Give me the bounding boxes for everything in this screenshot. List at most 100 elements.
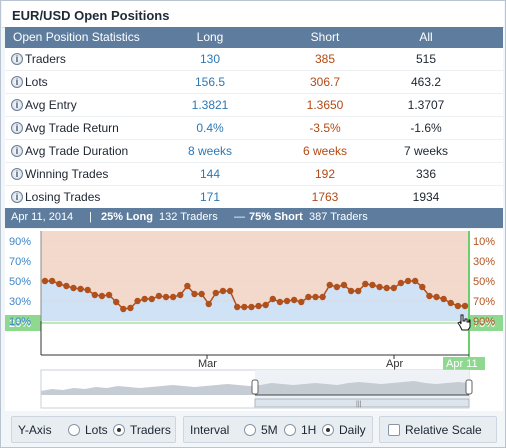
data-point[interactable] xyxy=(440,295,447,303)
data-point[interactable] xyxy=(191,290,198,298)
data-point[interactable] xyxy=(120,305,127,313)
data-point[interactable] xyxy=(248,303,255,311)
data-point[interactable] xyxy=(340,281,348,289)
navigator-left-handle[interactable] xyxy=(251,379,259,395)
left-axis-tick: 10% xyxy=(9,316,31,328)
data-point[interactable] xyxy=(326,281,333,289)
data-point[interactable] xyxy=(269,295,276,303)
cell-short: 1.3650 xyxy=(306,98,344,112)
data-point[interactable] xyxy=(234,303,241,311)
cell-short: 6 weeks xyxy=(302,144,348,158)
end-date-badge xyxy=(443,357,485,370)
data-point[interactable] xyxy=(419,283,426,291)
data-point[interactable] xyxy=(319,293,326,301)
data-point[interactable] xyxy=(127,304,134,312)
navigator-right-handle[interactable] xyxy=(465,379,473,395)
data-point[interactable] xyxy=(70,284,77,292)
data-point[interactable] xyxy=(262,301,269,309)
data-point[interactable] xyxy=(141,295,148,303)
data-point[interactable] xyxy=(105,291,113,299)
cell-all: -1.6% xyxy=(410,121,442,135)
table-row: i Avg Trade Return 0.4% -3.5% -1.6% xyxy=(5,117,503,140)
info-icon[interactable]: i xyxy=(11,122,23,134)
data-point[interactable] xyxy=(376,283,383,291)
data-point[interactable] xyxy=(205,300,212,308)
data-point[interactable] xyxy=(355,287,362,295)
info-icon[interactable]: i xyxy=(11,99,23,111)
data-point[interactable] xyxy=(347,287,355,295)
data-point[interactable] xyxy=(169,293,177,301)
info-icon[interactable]: i xyxy=(11,191,23,203)
data-point[interactable] xyxy=(404,277,412,285)
data-point[interactable] xyxy=(148,295,155,303)
data-point[interactable] xyxy=(98,292,106,300)
data-point[interactable] xyxy=(447,299,454,307)
data-point[interactable] xyxy=(155,292,163,300)
data-point[interactable] xyxy=(255,302,262,310)
data-point[interactable] xyxy=(426,292,433,300)
data-point[interactable] xyxy=(56,280,63,288)
data-point[interactable] xyxy=(177,291,184,299)
data-point[interactable] xyxy=(290,296,298,304)
data-point[interactable] xyxy=(333,283,341,291)
data-point[interactable] xyxy=(362,280,369,288)
interval-daily-radio[interactable] xyxy=(322,424,334,436)
data-point[interactable] xyxy=(63,282,70,290)
data-point[interactable] xyxy=(184,282,191,290)
cell-all: 463.2 xyxy=(410,75,442,89)
navigator-scrollbar[interactable] xyxy=(254,398,470,408)
x-tick-mar: Mar xyxy=(198,358,217,370)
data-point[interactable] xyxy=(397,279,405,287)
sentiment-chart-svg[interactable]: 25% 75% 90%70%50%30%10% 10%30%50%70%90% … xyxy=(5,229,503,411)
row-label: Avg Entry xyxy=(25,98,77,112)
data-point[interactable] xyxy=(276,298,284,306)
data-point[interactable] xyxy=(41,277,49,285)
yaxis-lots-label[interactable]: Lots xyxy=(85,423,108,437)
data-point[interactable] xyxy=(454,302,462,310)
data-point[interactable] xyxy=(219,287,227,295)
data-point[interactable] xyxy=(77,285,84,293)
data-point[interactable] xyxy=(298,298,305,306)
info-icon[interactable]: i xyxy=(11,76,23,88)
sentiment-chart[interactable]: 25% 75% 90% 70% 50% 30% 10% 10% 30% 50% 70% 90% … xyxy=(5,229,503,411)
data-point[interactable] xyxy=(198,290,205,298)
data-point[interactable] xyxy=(84,286,91,294)
yaxis-lots-radio[interactable] xyxy=(68,424,80,436)
range-navigator[interactable]: ||| xyxy=(40,369,473,409)
cell-all: 7 weeks xyxy=(403,144,449,158)
interval-daily-label[interactable]: Daily xyxy=(339,423,366,437)
relative-scale-label[interactable]: Relative Scale xyxy=(405,423,482,437)
yaxis-traders-label[interactable]: Traders xyxy=(130,423,171,437)
header-short: Short xyxy=(310,30,340,44)
data-point[interactable] xyxy=(134,297,141,305)
info-icon[interactable]: i xyxy=(11,168,23,180)
data-point[interactable] xyxy=(305,293,312,301)
info-icon[interactable]: i xyxy=(11,53,23,65)
row-label: Losing Trades xyxy=(25,190,101,204)
interval-1h-radio[interactable] xyxy=(284,424,296,436)
data-point[interactable] xyxy=(369,281,376,289)
data-point[interactable] xyxy=(212,289,220,297)
data-point[interactable] xyxy=(390,284,398,292)
data-point[interactable] xyxy=(48,277,56,285)
current-right-badge xyxy=(469,315,503,331)
data-point[interactable] xyxy=(226,287,234,295)
yaxis-traders-radio[interactable] xyxy=(113,424,125,436)
data-point[interactable] xyxy=(411,277,419,285)
interval-1h-label[interactable]: 1H xyxy=(301,423,317,437)
relative-scale-checkbox[interactable] xyxy=(388,424,400,436)
data-point[interactable] xyxy=(241,303,248,311)
data-point[interactable] xyxy=(383,284,390,292)
data-point[interactable] xyxy=(112,298,120,306)
right-axis-tick: 70% xyxy=(473,296,495,308)
interval-5m-label[interactable]: 5M xyxy=(261,423,278,437)
info-icon[interactable]: i xyxy=(11,145,23,157)
data-point[interactable] xyxy=(91,291,99,299)
data-point[interactable] xyxy=(162,293,170,301)
data-point[interactable] xyxy=(433,293,440,301)
interval-5m-radio[interactable] xyxy=(244,424,256,436)
data-point[interactable] xyxy=(461,302,469,310)
data-point[interactable] xyxy=(283,297,291,305)
data-point[interactable] xyxy=(312,293,319,301)
